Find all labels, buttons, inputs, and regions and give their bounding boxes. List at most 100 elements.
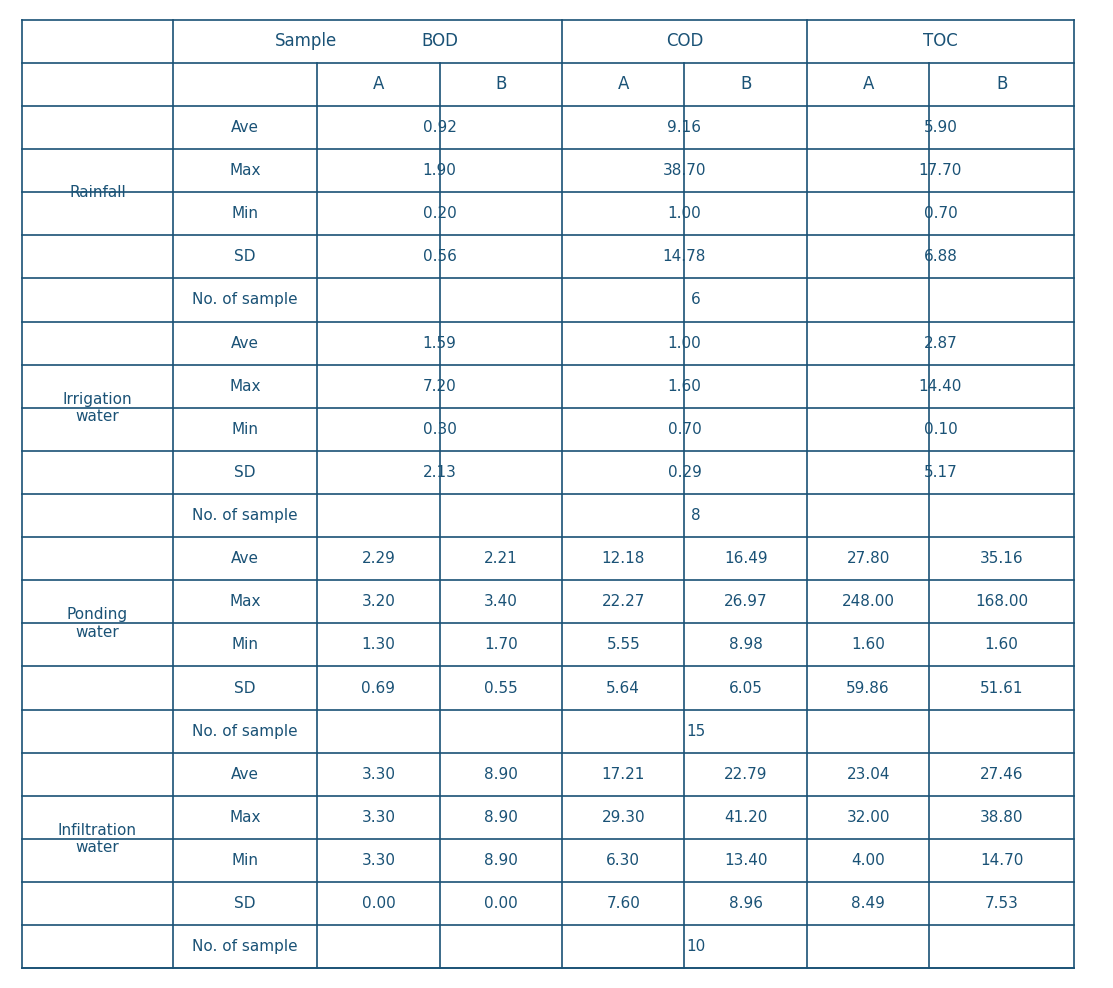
Text: 38.80: 38.80 [979, 810, 1024, 825]
Text: Max: Max [229, 163, 260, 178]
Text: 9.16: 9.16 [668, 120, 701, 135]
Text: 1.60: 1.60 [985, 637, 1018, 652]
Text: 3.30: 3.30 [362, 767, 395, 782]
Text: 8.96: 8.96 [729, 896, 762, 911]
Text: 168.00: 168.00 [975, 594, 1028, 610]
Text: 5.55: 5.55 [607, 637, 640, 652]
Text: SD: SD [234, 896, 256, 911]
Text: 3.30: 3.30 [362, 810, 395, 825]
Text: 17.70: 17.70 [919, 163, 962, 178]
Text: 51.61: 51.61 [979, 681, 1024, 696]
Text: 1.70: 1.70 [484, 637, 518, 652]
Text: 22.27: 22.27 [602, 594, 644, 610]
Text: 22.79: 22.79 [723, 767, 768, 782]
Text: 8.90: 8.90 [484, 853, 518, 868]
Text: 38.70: 38.70 [662, 163, 707, 178]
Text: 26.97: 26.97 [723, 594, 768, 610]
Text: 0.00: 0.00 [362, 896, 395, 911]
Text: Max: Max [229, 810, 260, 825]
Text: 0.20: 0.20 [423, 206, 456, 221]
Text: 6: 6 [691, 292, 700, 307]
Text: 1.60: 1.60 [851, 637, 885, 652]
Text: 0.00: 0.00 [484, 896, 518, 911]
Text: Max: Max [229, 594, 260, 610]
Text: 29.30: 29.30 [601, 810, 646, 825]
Text: 15: 15 [686, 723, 706, 739]
Text: BOD: BOD [421, 33, 459, 50]
Text: B: B [495, 75, 506, 94]
Text: No. of sample: No. of sample [193, 940, 297, 954]
Text: 17.21: 17.21 [602, 767, 644, 782]
Text: No. of sample: No. of sample [193, 723, 297, 739]
Text: No. of sample: No. of sample [193, 508, 297, 523]
Text: 14.70: 14.70 [981, 853, 1023, 868]
Text: 59.86: 59.86 [846, 681, 890, 696]
Text: 0.55: 0.55 [484, 681, 518, 696]
Text: A: A [863, 75, 874, 94]
Text: 8.49: 8.49 [851, 896, 885, 911]
Text: 5.17: 5.17 [924, 465, 957, 480]
Text: Min: Min [232, 422, 258, 437]
Text: Ave: Ave [230, 336, 259, 351]
Text: 2.21: 2.21 [484, 551, 518, 566]
Text: SD: SD [234, 465, 256, 480]
Text: A: A [618, 75, 629, 94]
Text: 3.40: 3.40 [484, 594, 518, 610]
Text: 3.30: 3.30 [362, 853, 395, 868]
Text: Infiltration
water: Infiltration water [58, 823, 137, 855]
Text: 0.29: 0.29 [668, 465, 701, 480]
Text: Max: Max [229, 378, 260, 394]
Text: 2.87: 2.87 [924, 336, 957, 351]
Text: Ave: Ave [230, 551, 259, 566]
Text: 8.90: 8.90 [484, 767, 518, 782]
Text: 2.13: 2.13 [423, 465, 456, 480]
Text: A: A [373, 75, 384, 94]
Text: 13.40: 13.40 [723, 853, 768, 868]
Text: 0.69: 0.69 [362, 681, 395, 696]
Text: 27.80: 27.80 [847, 551, 889, 566]
Text: 0.92: 0.92 [423, 120, 456, 135]
Text: 1.30: 1.30 [362, 637, 395, 652]
Text: 7.53: 7.53 [985, 896, 1018, 911]
Text: 14.40: 14.40 [919, 378, 962, 394]
Text: 2.29: 2.29 [362, 551, 395, 566]
Text: Ave: Ave [230, 767, 259, 782]
Text: 1.90: 1.90 [423, 163, 456, 178]
Text: 1.60: 1.60 [668, 378, 701, 394]
Text: 41.20: 41.20 [725, 810, 767, 825]
Text: 14.78: 14.78 [663, 249, 706, 265]
Text: 1.00: 1.00 [668, 336, 701, 351]
Text: B: B [996, 75, 1007, 94]
Text: SD: SD [234, 249, 256, 265]
Text: 5.64: 5.64 [607, 681, 640, 696]
Text: 4.00: 4.00 [851, 853, 885, 868]
Text: No. of sample: No. of sample [193, 292, 297, 307]
Text: Ave: Ave [230, 120, 259, 135]
Text: 12.18: 12.18 [602, 551, 644, 566]
Text: Ponding
water: Ponding water [67, 608, 128, 639]
Text: 6.30: 6.30 [607, 853, 640, 868]
Text: TOC: TOC [923, 33, 958, 50]
Text: SD: SD [234, 681, 256, 696]
Text: 248.00: 248.00 [841, 594, 895, 610]
Text: 8.90: 8.90 [484, 810, 518, 825]
Text: 10: 10 [686, 940, 706, 954]
Text: COD: COD [666, 33, 703, 50]
Text: 16.49: 16.49 [723, 551, 768, 566]
Text: 0.70: 0.70 [668, 422, 701, 437]
Text: 8.98: 8.98 [729, 637, 762, 652]
Text: 8: 8 [691, 508, 700, 523]
Text: Sample: Sample [275, 33, 337, 50]
Text: 6.88: 6.88 [924, 249, 957, 265]
Text: 7.20: 7.20 [423, 378, 456, 394]
Text: 5.90: 5.90 [924, 120, 957, 135]
Text: Irrigation
water: Irrigation water [62, 391, 132, 424]
Text: 3.20: 3.20 [362, 594, 395, 610]
Text: Min: Min [232, 637, 258, 652]
Text: 0.30: 0.30 [423, 422, 456, 437]
Text: 0.56: 0.56 [423, 249, 456, 265]
Text: 1.00: 1.00 [668, 206, 701, 221]
Text: 7.60: 7.60 [607, 896, 640, 911]
Text: B: B [740, 75, 751, 94]
Text: Min: Min [232, 853, 258, 868]
